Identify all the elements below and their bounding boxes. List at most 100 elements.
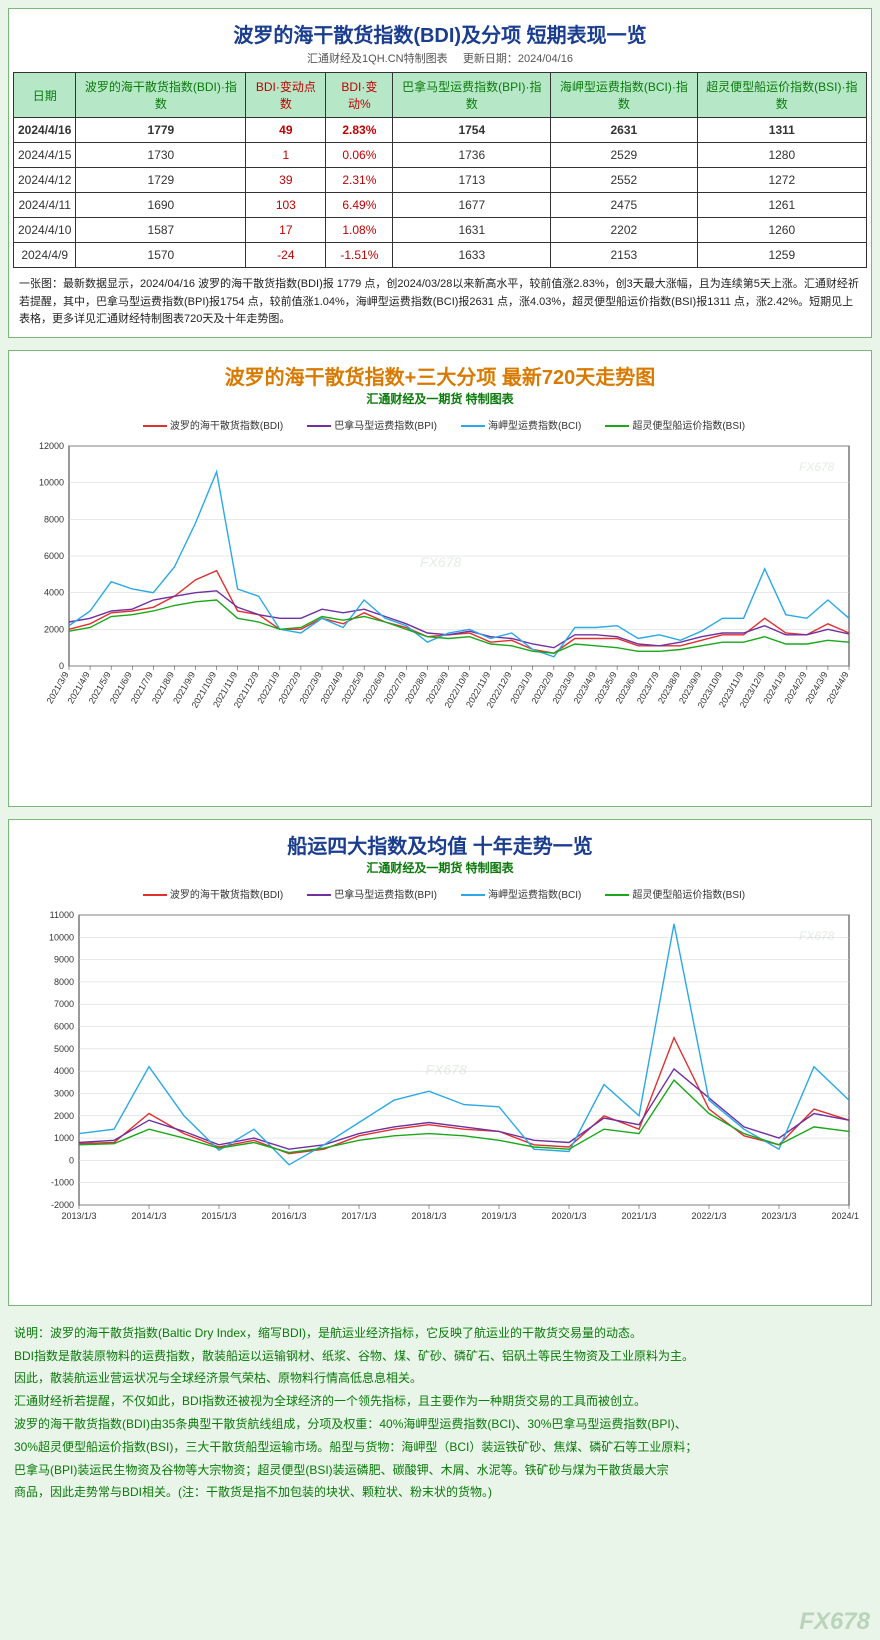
table-sub-right: 更新日期：2024/04/16 [463,53,573,65]
svg-text:FX678: FX678 [420,554,461,570]
legend-swatch [461,425,485,427]
legend-swatch [307,894,331,896]
svg-text:2018/1/3: 2018/1/3 [411,1211,446,1221]
svg-text:FX678: FX678 [799,460,835,474]
table-cell: 1631 [393,218,551,243]
legend-swatch [605,425,629,427]
table-header-cell: 巴拿马型运费指数(BPI)·指数 [393,73,551,118]
chart-10y-legend: 波罗的海干散货指数(BDI) 巴拿马型运费指数(BPI) 海岬型运费指数(BCI) 超… [19,882,861,905]
svg-text:2022/1/3: 2022/1/3 [691,1211,726,1221]
svg-text:2000: 2000 [44,624,64,634]
table-cell: 1570 [76,243,246,268]
legend-item: 波罗的海干散货指数(BDI) [135,421,283,432]
svg-text:2016/1/3: 2016/1/3 [271,1211,306,1221]
legend-swatch [143,425,167,427]
table-cell: 1633 [393,243,551,268]
svg-text:7000: 7000 [54,999,74,1009]
table-cell: 1779 [76,118,246,143]
table-cell: 39 [246,168,326,193]
table-cell: 1.08% [326,218,393,243]
table-cell: -24 [246,243,326,268]
table-cell: 2.31% [326,168,393,193]
svg-text:6000: 6000 [54,1021,74,1031]
svg-text:12000: 12000 [39,441,64,451]
table-cell: 1311 [697,118,866,143]
table-row: 2024/4/161779492.83%175426311311 [14,118,867,143]
table-cell: 2552 [551,168,698,193]
table-caption: 一张图：最新数据显示，2024/04/16 波罗的海干散货指数(BDI)报 17… [13,268,867,333]
svg-text:2024/1/3: 2024/1/3 [831,1211,859,1221]
table-cell: 2024/4/11 [14,193,76,218]
svg-text:FX678: FX678 [799,929,835,943]
svg-text:2020/1/3: 2020/1/3 [551,1211,586,1221]
table-cell: 1280 [697,143,866,168]
table-cell: 17 [246,218,326,243]
svg-text:8000: 8000 [54,977,74,987]
legend-item: 巴拿马型运费指数(BPI) [299,421,437,432]
table-cell: 2024/4/10 [14,218,76,243]
table-cell: 2529 [551,143,698,168]
legend-swatch [605,894,629,896]
svg-text:2013/1/3: 2013/1/3 [61,1211,96,1221]
legend-item: 超灵便型船运价指数(BSI) [597,421,745,432]
legend-item: 海岬型运费指数(BCI) [453,890,581,901]
explanation-line: 波罗的海干散货指数(BDI)由35条典型干散货航线组成，分项及权重：40%海岬型… [14,1413,866,1436]
table-row: 2024/4/101587171.08%163122021260 [14,218,867,243]
legend-item: 波罗的海干散货指数(BDI) [135,890,283,901]
chart-10y-plot: -2000-1000010002000300040005000600070008… [19,905,861,1295]
chart-10y-subtitle: 汇通财经及一期货 特制图表 [19,859,861,882]
legend-item: 海岬型运费指数(BCI) [453,421,581,432]
table-cell: 1729 [76,168,246,193]
table-cell: 1587 [76,218,246,243]
svg-text:2019/1/3: 2019/1/3 [481,1211,516,1221]
table-cell: 2475 [551,193,698,218]
explanation-block: 说明：波罗的海干散货指数(Baltic Dry Index，缩写BDI)，是航运… [8,1318,872,1508]
table-cell: 2202 [551,218,698,243]
table-header-cell: 超灵便型船运价指数(BSI)·指数 [697,73,866,118]
svg-text:2000: 2000 [54,1111,74,1121]
table-row: 2024/4/15173010.06%173625291280 [14,143,867,168]
chart-10y-title: 船运四大指数及均值 十年走势一览 [19,826,861,859]
table-subtitle: 汇通财经及1QH.CN特制图表 更新日期：2024/04/16 [13,50,867,72]
svg-text:0: 0 [59,661,64,671]
svg-text:6000: 6000 [44,551,64,561]
table-header-cell: BDI·变动点数 [246,73,326,118]
svg-text:0: 0 [69,1155,74,1165]
table-panel: 波罗的海干散货指数(BDI)及分项 短期表现一览 汇通财经及1QH.CN特制图表… [8,8,872,338]
table-cell: 1272 [697,168,866,193]
table-row: 2024/4/1116901036.49%167724751261 [14,193,867,218]
table-cell: 0.06% [326,143,393,168]
chart-720-title: 波罗的海干散货指数+三大分项 最新720天走势图 [19,357,861,390]
bdi-table: 日期波罗的海干散货指数(BDI)·指数BDI·变动点数BDI·变动%巴拿马型运费… [13,72,867,268]
svg-text:2014/1/3: 2014/1/3 [131,1211,166,1221]
table-cell: 6.49% [326,193,393,218]
legend-swatch [461,894,485,896]
svg-text:2017/1/3: 2017/1/3 [341,1211,376,1221]
table-row: 2024/4/121729392.31%171325521272 [14,168,867,193]
chart-10y-panel: 船运四大指数及均值 十年走势一览 汇通财经及一期货 特制图表 波罗的海干散货指数… [8,819,872,1306]
table-cell: 1260 [697,218,866,243]
table-cell: 1259 [697,243,866,268]
table-header-cell: 日期 [14,73,76,118]
svg-text:8000: 8000 [44,514,64,524]
table-cell: 1261 [697,193,866,218]
table-header-cell: 波罗的海干散货指数(BDI)·指数 [76,73,246,118]
legend-item: 巴拿马型运费指数(BPI) [299,890,437,901]
table-cell: 2631 [551,118,698,143]
svg-text:11000: 11000 [50,910,74,920]
svg-text:2021/1/3: 2021/1/3 [621,1211,656,1221]
table-sub-left: 汇通财经及1QH.CN特制图表 [307,53,448,65]
table-cell: 103 [246,193,326,218]
table-header-cell: 海岬型运费指数(BCI)·指数 [551,73,698,118]
explanation-line: 因此，散装航运业营运状况与全球经济景气荣枯、原物料行情高低息息相关。 [14,1367,866,1390]
legend-item: 超灵便型船运价指数(BSI) [597,890,745,901]
table-cell: 1677 [393,193,551,218]
svg-text:FX678: FX678 [426,1061,467,1077]
explanation-line: 巴拿马(BPI)装运民生物资及谷物等大宗物资；超灵便型(BSI)装运磷肥、碳酸钾… [14,1459,866,1482]
table-row: 2024/4/91570-24-1.51%163321531259 [14,243,867,268]
chart-720-panel: 波罗的海干散货指数+三大分项 最新720天走势图 汇通财经及一期货 特制图表 波… [8,350,872,807]
table-cell: 1713 [393,168,551,193]
explanation-line: 说明：波罗的海干散货指数(Baltic Dry Index，缩写BDI)，是航运… [14,1322,866,1345]
table-cell: 2024/4/16 [14,118,76,143]
table-cell: 49 [246,118,326,143]
